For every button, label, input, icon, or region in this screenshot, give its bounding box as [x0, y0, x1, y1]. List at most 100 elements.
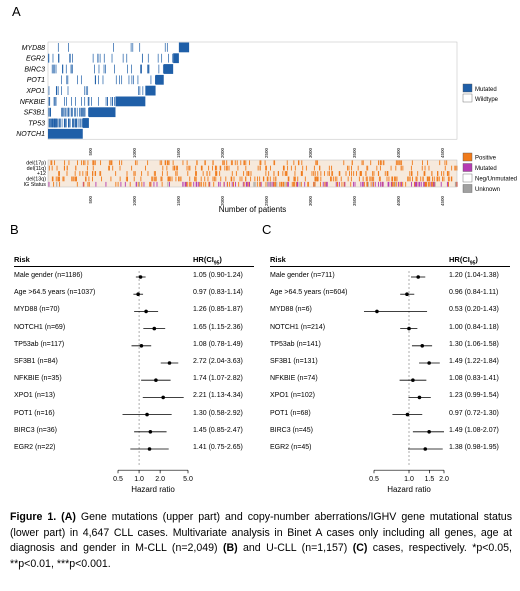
mutated-block-egr2	[173, 53, 179, 64]
cna-tick	[360, 171, 362, 176]
mutation-tick	[87, 86, 89, 95]
cna-tick	[430, 181, 432, 187]
cna-tick	[59, 181, 61, 187]
cna-tick	[125, 176, 127, 182]
mutation-tick	[82, 118, 83, 128]
x-tick-label: 5.0	[183, 476, 193, 483]
cna-tick	[373, 176, 375, 182]
mutation-tick	[50, 118, 51, 128]
mutation-tick	[95, 75, 96, 85]
mutation-tick	[66, 75, 68, 85]
cna-tick	[233, 176, 235, 182]
cna-tick	[112, 165, 114, 171]
mutation-tick	[66, 107, 68, 117]
cna-tick	[254, 176, 256, 182]
cna-tick	[66, 165, 68, 171]
cna-tick	[269, 165, 271, 171]
hazard-ratio-value: 1.05 (0.90-1.24)	[193, 272, 243, 279]
cna-tick	[439, 160, 441, 166]
mutation-tick	[56, 86, 58, 95]
legend-mutated-swatch	[462, 83, 473, 93]
cna-tick	[161, 181, 163, 187]
cna-tick	[388, 181, 390, 187]
cna-tick	[236, 160, 238, 166]
cna-tick	[395, 160, 397, 166]
cna-tick	[185, 181, 187, 187]
cna-tick	[373, 171, 375, 176]
panel-b-forest-plot: Risk HR(CI95) 0.5 1.0 2.0 5.0 Hazard ratio Ma…	[10, 255, 260, 500]
cna-tick	[269, 176, 271, 182]
mutation-tick	[48, 118, 50, 128]
hr-point	[407, 326, 411, 331]
mutation-tick	[49, 118, 51, 128]
cna-tick	[153, 181, 155, 187]
cna-tick	[282, 165, 284, 171]
hazard-ratio-value: 1.38 (0.98-1.95)	[449, 444, 499, 451]
mutation-tick	[52, 53, 54, 63]
cna-tick	[297, 181, 299, 187]
cna-legend-label: Positive	[475, 156, 497, 162]
cna-tick	[75, 176, 77, 182]
cna-tick	[88, 181, 90, 187]
cna-tick	[380, 181, 382, 187]
cna-tick	[431, 171, 433, 176]
x-tick-label-upper: 4500	[440, 148, 445, 159]
mutation-tick	[58, 53, 59, 63]
risk-label: Age >64.5 years (n=1037)	[14, 289, 96, 297]
x-tick-label: 4000	[396, 196, 401, 207]
cna-tick	[83, 181, 85, 187]
mutation-tick	[54, 97, 56, 106]
cna-tick	[266, 176, 268, 182]
mutation-tick	[65, 107, 66, 117]
cna-tick	[232, 181, 234, 187]
cna-tick	[219, 165, 221, 171]
mutation-tick	[50, 107, 51, 117]
mutation-tick	[48, 86, 50, 95]
cna-tick	[209, 181, 211, 187]
cna-tick	[294, 176, 296, 182]
cna-tick	[320, 181, 322, 187]
cna-tick	[448, 176, 450, 182]
cna-tick	[314, 171, 316, 176]
cna-tick	[262, 176, 264, 182]
mutation-tick	[55, 97, 57, 106]
cna-tick	[305, 165, 307, 171]
mutation-tick	[65, 64, 67, 74]
cna-tick	[245, 165, 247, 171]
cna-tick	[226, 165, 228, 171]
mutation-tick	[102, 75, 104, 85]
cna-tick	[298, 160, 300, 166]
cna-tick	[431, 181, 433, 187]
cna-tick	[149, 181, 151, 187]
hr-point	[145, 412, 149, 417]
cna-tick	[111, 160, 113, 166]
cna-tick	[101, 176, 103, 182]
cna-tick	[372, 176, 374, 182]
cna-tick	[141, 171, 143, 176]
cna-tick	[231, 176, 233, 182]
cna-tick	[402, 165, 404, 171]
cna-tick	[419, 181, 421, 187]
cna-tick	[71, 176, 73, 182]
mutation-tick	[140, 64, 142, 74]
cna-tick	[314, 176, 316, 182]
cna-tick	[161, 160, 163, 166]
risk-header: Risk	[14, 255, 30, 264]
cna-tick	[352, 181, 354, 187]
cna-tick	[175, 176, 177, 182]
cna-tick	[441, 171, 443, 176]
cna-tick	[320, 171, 322, 176]
x-tick-label: 1.0	[134, 476, 144, 483]
mutation-tick	[105, 64, 106, 74]
cna-tick	[311, 171, 313, 176]
cna-tick	[391, 176, 393, 182]
cna-tick	[189, 176, 191, 182]
cna-tick	[384, 171, 386, 176]
cna-row-label: IG Status	[24, 182, 47, 188]
x-axis-label: Hazard ratio	[131, 485, 175, 494]
mutation-tick	[54, 118, 55, 128]
mutation-tick	[81, 118, 83, 128]
cna-tick	[76, 176, 77, 182]
cna-tick	[444, 165, 446, 171]
cna-tick	[350, 181, 352, 187]
